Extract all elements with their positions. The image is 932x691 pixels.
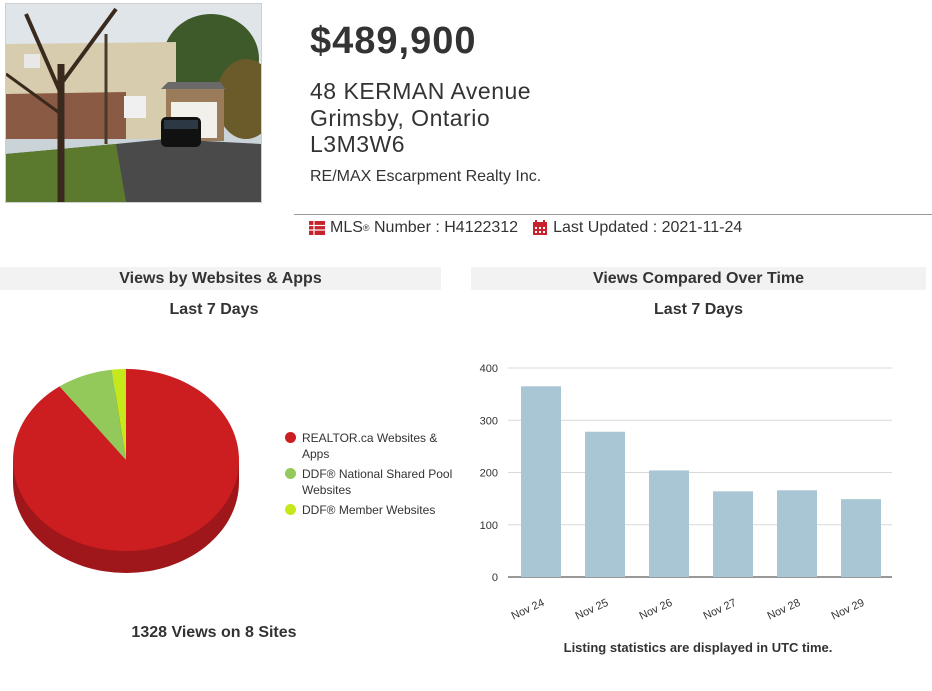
calendar-icon: [532, 220, 548, 236]
last-updated-date: 2021-11-24: [661, 219, 743, 236]
bar-nov-28[interactable]: [777, 490, 817, 577]
legend-label-ddf-national: DDF® National Shared Pool Websites: [302, 467, 453, 497]
listing-meta: MLS ® Number : H4122312 Last Updated : 20…: [309, 219, 742, 237]
utc-footnote: Listing statistics are displayed in UTC …: [563, 640, 833, 655]
legend-label-ddf-member: DDF® Member Websites: [302, 503, 436, 517]
pie-panel-subtitle: Last 7 Days: [169, 301, 259, 318]
y-tick-label: 300: [480, 415, 498, 427]
pie-slice-1[interactable]: [59, 369, 127, 460]
x-tick-label: Nov 27: [702, 597, 739, 620]
y-tick-label: 0: [492, 572, 498, 584]
mls-number: H4122312: [444, 219, 519, 236]
listing-photo[interactable]: [5, 3, 262, 203]
mls-suffix: Number :: [369, 219, 445, 236]
legend-dot-ddf-national: [285, 468, 296, 479]
bar-chart: 0 100 200 300 400 Nov 24 Nov 25 Nov 26 Nov 27 Nov…: [480, 363, 892, 620]
pie-chart: [12, 369, 239, 573]
bar-nov-25[interactable]: [585, 431, 625, 577]
list-icon: [309, 220, 325, 236]
pie-slice-2[interactable]: [111, 369, 126, 460]
bar-nov-27[interactable]: [713, 491, 753, 577]
bar-nov-26[interactable]: [649, 470, 689, 577]
bar-panel-title: Views Compared Over Time: [471, 267, 926, 290]
header-divider: [294, 214, 932, 215]
bar-panel-subtitle: Last 7 Days: [654, 301, 743, 318]
legend-dot-realtor: [285, 432, 296, 443]
legend-item-ddf-member[interactable]: DDF® Member Websites: [285, 502, 455, 518]
pie-legend: REALTOR.ca Websites & Apps DDF® National…: [285, 430, 455, 522]
views-total: 1328 Views on 8 Sites: [131, 624, 297, 641]
listing-price: $489,900: [310, 20, 477, 62]
last-updated-label: Last Updated :: [553, 219, 662, 236]
legend-dot-ddf-member: [285, 504, 296, 515]
legend-item-ddf-national[interactable]: DDF® National Shared Pool Websites: [285, 466, 455, 498]
y-tick-label: 400: [480, 363, 498, 375]
x-tick-label: Nov 25: [574, 597, 611, 620]
pie-panel-title: Views by Websites & Apps: [0, 267, 441, 290]
x-tick-label: Nov 29: [830, 597, 867, 620]
y-tick-label: 100: [480, 520, 498, 532]
x-tick-label: Nov 26: [638, 597, 675, 620]
bar-nov-24[interactable]: [521, 386, 561, 577]
legend-label-realtor: REALTOR.ca Websites & Apps: [302, 431, 438, 461]
mls-registered-mark: ®: [362, 223, 370, 233]
x-tick-label: Nov 28: [766, 597, 803, 620]
house-photo-icon: [6, 4, 261, 202]
mls-label: MLS: [330, 219, 363, 236]
brokerage-name: RE/MAX Escarpment Realty Inc.: [310, 168, 542, 185]
address-line2: Grimsby, Ontario: [310, 105, 491, 131]
x-tick-label: Nov 24: [510, 597, 547, 620]
postal-code: L3M3W6: [310, 131, 406, 157]
legend-item-realtor[interactable]: REALTOR.ca Websites & Apps: [285, 430, 455, 462]
address-line1: 48 KERMAN Avenue: [310, 78, 532, 104]
pie-slice-0[interactable]: [12, 369, 239, 551]
bar-nov-29[interactable]: [841, 499, 881, 577]
y-tick-label: 200: [480, 468, 498, 480]
